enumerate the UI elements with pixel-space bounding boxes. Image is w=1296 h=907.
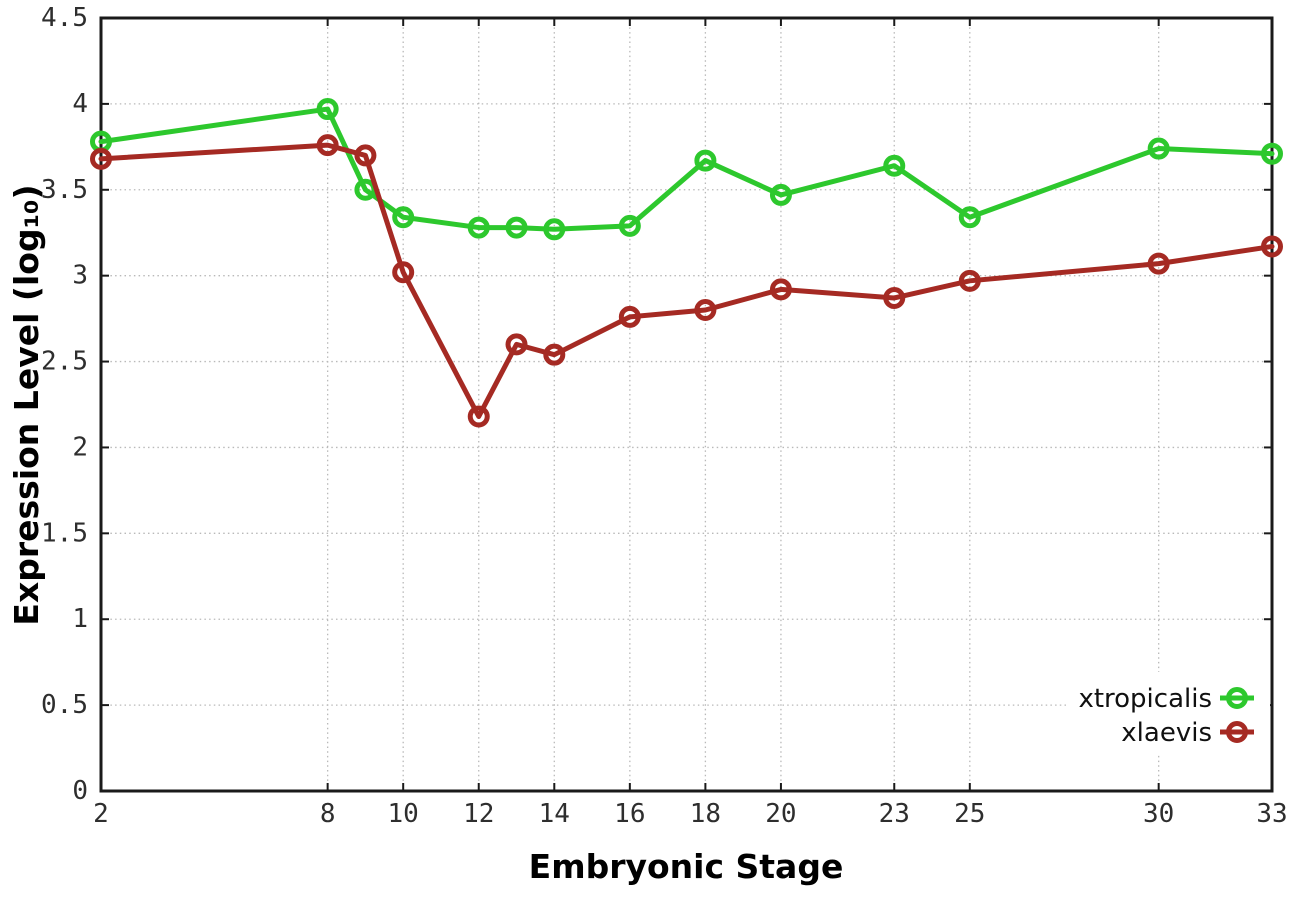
x-tick-label: 20 xyxy=(765,799,796,829)
y-tick-label: 2.5 xyxy=(41,347,88,377)
data-point-marker-xtropicalis xyxy=(883,154,906,177)
x-tick-label: 25 xyxy=(954,799,985,829)
data-point-marker-xtropicalis xyxy=(505,216,528,239)
data-point-marker-xlaevis xyxy=(1147,252,1170,275)
y-tick-label: 2 xyxy=(72,432,88,462)
y-tick-label: 1 xyxy=(72,604,88,634)
data-point-marker-xlaevis xyxy=(958,269,981,292)
y-tick-label: 4.5 xyxy=(41,3,88,33)
y-tick-label: 3 xyxy=(72,261,88,291)
plot-area: 2 8 10 12 14 16 18 20 23 25 30 33 0 0.5 1 1.5 2 2.5 3 3.5 4 4… xyxy=(41,3,1288,829)
x-tick-label: 18 xyxy=(690,799,721,829)
x-tick-label: 10 xyxy=(388,799,419,829)
data-point-marker-xtropicalis xyxy=(1147,137,1170,160)
data-point-marker-xlaevis xyxy=(883,286,906,309)
data-point-marker-xlaevis xyxy=(1261,235,1283,258)
x-tick-label: 2 xyxy=(93,799,109,829)
data-point-marker-xlaevis xyxy=(316,134,339,157)
data-point-marker-xlaevis xyxy=(769,278,792,301)
data-point-marker-xtropicalis xyxy=(694,149,717,172)
series-line-xtropicalis xyxy=(98,106,1275,232)
y-axis-title: Expression Level (log₁₀) xyxy=(7,184,46,625)
data-point-marker-xtropicalis xyxy=(1261,142,1283,165)
plot-border xyxy=(99,16,1274,793)
x-tick-label: 16 xyxy=(614,799,645,829)
y-tick-label: 0.5 xyxy=(41,690,88,720)
y-tick-label: 4 xyxy=(72,89,88,119)
data-point-marker-xlaevis xyxy=(505,333,528,356)
x-tick-label: 33 xyxy=(1256,799,1287,829)
y-tick-label: 1.5 xyxy=(41,518,88,548)
data-point-marker-xtropicalis xyxy=(316,98,339,121)
data-point-marker-xlaevis xyxy=(694,299,717,322)
data-point-marker-xlaevis xyxy=(543,343,566,366)
data-point-marker-xlaevis xyxy=(618,305,641,328)
data-point-marker-xtropicalis xyxy=(467,216,490,239)
y-tick-label: 3.5 xyxy=(41,175,88,205)
y-tick-label: 0 xyxy=(72,776,88,806)
legend-label-xtropicalis: xtropicalis xyxy=(1078,684,1212,714)
legend-sample-marker-xlaevis xyxy=(1226,721,1248,743)
series-line-xlaevis xyxy=(98,142,1275,420)
data-point-marker-xtropicalis xyxy=(618,214,641,237)
data-point-marker-xtropicalis xyxy=(769,183,792,206)
x-tick-label: 8 xyxy=(320,799,336,829)
x-tick-label: 12 xyxy=(463,799,494,829)
data-point-marker-xlaevis xyxy=(392,261,415,284)
data-point-marker-xtropicalis xyxy=(392,206,415,229)
data-point-marker-xlaevis xyxy=(467,405,490,428)
legend-sample-marker-xtropicalis xyxy=(1226,687,1248,709)
legend-label-xlaevis: xlaevis xyxy=(1121,718,1212,748)
data-point-marker-xlaevis xyxy=(90,147,112,170)
data-point-marker-xtropicalis xyxy=(958,206,981,229)
data-point-marker-xlaevis xyxy=(354,144,377,167)
x-tick-label: 23 xyxy=(879,799,910,829)
data-point-marker-xtropicalis xyxy=(543,218,566,241)
x-tick-label: 30 xyxy=(1143,799,1174,829)
x-axis-title: Embryonic Stage xyxy=(529,847,844,886)
x-tick-label: 14 xyxy=(539,799,570,829)
